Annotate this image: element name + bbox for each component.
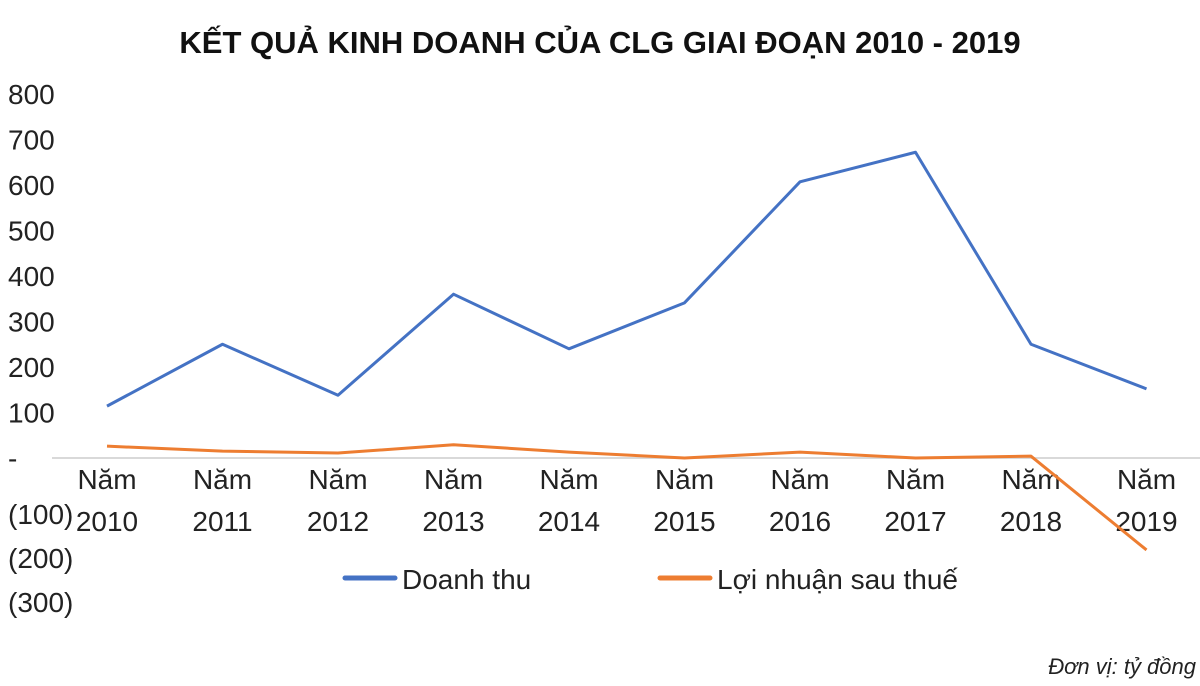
x-tick-label: 2012 (307, 506, 369, 537)
unit-note: Đơn vị: tỷ đồng (1048, 654, 1197, 679)
x-tick-label: Năm (770, 464, 829, 495)
x-tick-label: 2016 (769, 506, 831, 537)
y-tick-label: - (8, 443, 17, 474)
y-tick-label: (300) (8, 587, 73, 618)
x-tick-label: Năm (77, 464, 136, 495)
y-tick-label: 400 (8, 261, 55, 292)
x-tick-label: 2010 (76, 506, 138, 537)
legend-label: Doanh thu (402, 564, 531, 595)
x-tick-label: Năm (1001, 464, 1060, 495)
x-tick-label: Năm (424, 464, 483, 495)
chart-title: KẾT QUẢ KINH DOANH CỦA CLG GIAI ĐOẠN 201… (179, 24, 1020, 60)
series-line-0 (106, 150, 1148, 408)
series-lines (106, 150, 1148, 552)
y-tick-label: 500 (8, 216, 55, 247)
y-tick-label: 200 (8, 352, 55, 383)
y-tick-label: 100 (8, 398, 55, 429)
y-axis-ticks: 800 700 600 500 400 300 200 100 - (100) (200) (300) (8, 79, 73, 618)
x-tick-label: Năm (655, 464, 714, 495)
x-tick-label: 2015 (653, 506, 715, 537)
y-tick-label: 700 (8, 125, 55, 156)
y-tick-label: (200) (8, 543, 73, 574)
series-line-1 (106, 443, 1148, 552)
x-tick-label: Năm (308, 464, 367, 495)
y-tick-label: 800 (8, 79, 55, 110)
x-axis-categories: Năm 2010 Năm 2011 Năm 2012 Năm 2013 Năm 2014 Năm 20… (76, 464, 1178, 537)
x-tick-label: 2014 (538, 506, 600, 537)
y-tick-label: 600 (8, 170, 55, 201)
x-tick-label: Năm (539, 464, 598, 495)
x-tick-label: Năm (1117, 464, 1176, 495)
x-tick-label: 2017 (884, 506, 946, 537)
x-tick-label: 2013 (422, 506, 484, 537)
x-tick-label: Năm (886, 464, 945, 495)
legend: Doanh thu Lợi nhuận sau thuế (342, 564, 958, 595)
y-tick-label: 300 (8, 307, 55, 338)
x-tick-label: 2011 (192, 506, 252, 537)
x-tick-label: 2018 (1000, 506, 1062, 537)
x-tick-label: Năm (193, 464, 252, 495)
legend-label: Lợi nhuận sau thuế (717, 564, 958, 595)
y-tick-label: (100) (8, 499, 73, 530)
